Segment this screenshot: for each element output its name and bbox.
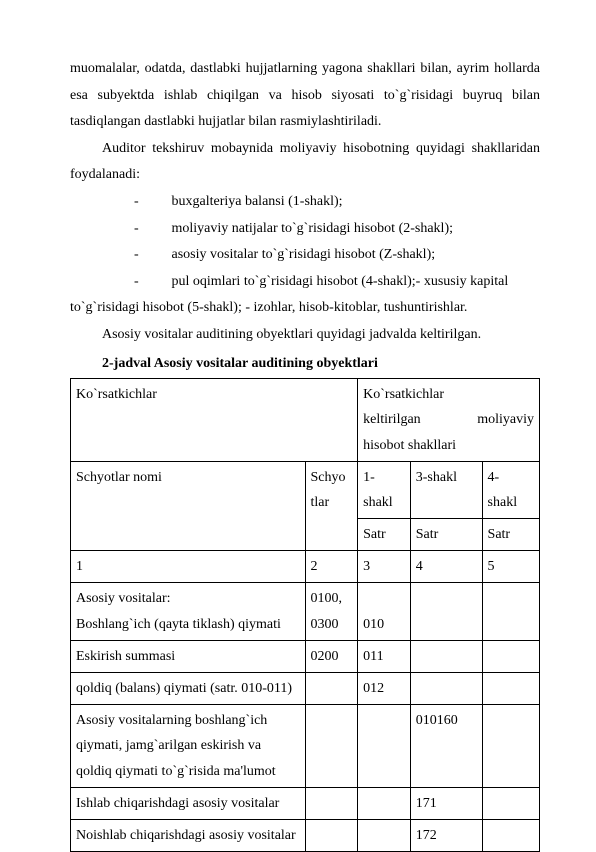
- r6-shakl4: [482, 819, 539, 851]
- num-4: 4: [410, 551, 482, 583]
- th-4a: 4-: [488, 470, 500, 485]
- r4-shakl1: [358, 705, 411, 788]
- r1-name-2: Boshlang`ich (qayta tiklash) qiymati: [76, 617, 281, 632]
- table-row-6: Noishlab chiqarishdagi asosiy vositalar …: [71, 819, 540, 851]
- paragraph-1: muomalalar, odatda, dastlabki hujjatlarn…: [70, 56, 540, 136]
- r1-c1a: 0100,: [311, 591, 343, 606]
- main-table: Ko`rsatkichlar Ko`rsatkichlar keltirilga…: [70, 378, 540, 852]
- table-header-row-2: Schyotlar nomi Schyo tlar 1- shakl 3-sha…: [71, 461, 540, 518]
- table-row-4: Asosiy vositalarning boshlang`ich qiymat…: [71, 705, 540, 788]
- paragraph-3: Asosiy vositalar auditining obyektlari q…: [70, 322, 540, 349]
- paragraph-2: Auditor tekshiruv mobaynida moliyaviy hi…: [70, 136, 540, 189]
- r5-shakl4: [482, 787, 539, 819]
- r3-schyot: [305, 673, 358, 705]
- dash-icon: -: [134, 189, 168, 216]
- bullet-3-text: asosiy vositalar to`g`risidagi hisobot (…: [172, 247, 436, 262]
- r1-shakl3: [410, 583, 482, 640]
- r5-schyot: [305, 787, 358, 819]
- r2-shakl1: 011: [358, 640, 411, 672]
- th-schyo-1: Schyo: [311, 470, 346, 485]
- r3-shakl1: 012: [358, 673, 411, 705]
- th-sh-d: hisobot shakllari: [363, 438, 456, 453]
- bullet-2-text: moliyaviy natijalar to`g`risidagi hisobo…: [172, 221, 454, 236]
- dash-icon: -: [134, 242, 168, 269]
- r6-shakl1: [358, 819, 411, 851]
- th-schyotlar-nomi: Schyotlar nomi: [71, 461, 306, 551]
- table-title: 2-jadval Asosiy vositalar auditining oby…: [70, 351, 540, 378]
- th-1a: 1-: [363, 470, 375, 485]
- r5-shakl3: 171: [410, 787, 482, 819]
- bullet-3: - asosiy vositalar to`g`risidagi hisobot…: [70, 242, 540, 269]
- th-4shakl: 4- shakl: [482, 461, 539, 518]
- num-2: 2: [305, 551, 358, 583]
- th-shakllari: Ko`rsatkichlar keltirilgan moliyaviy his…: [358, 379, 540, 462]
- table-row-5: Ishlab chiqarishdagi asosiy vositalar 17…: [71, 787, 540, 819]
- table-num-row: 1 2 3 4 5: [71, 551, 540, 583]
- bullet-1-text: buxgalteriya balansi (1-shakl);: [172, 194, 343, 209]
- r4-l3: qoldiq qiymati to`g`risida ma'lumot: [76, 764, 276, 779]
- th-3shakl: 3-shakl: [410, 461, 482, 518]
- dash-icon: -: [134, 216, 168, 243]
- num-1: 1: [71, 551, 306, 583]
- dash-icon: -: [134, 269, 168, 296]
- th-satr-3: Satr: [410, 519, 482, 551]
- r3-shakl4: [482, 673, 539, 705]
- th-sh-b: keltirilgan: [363, 407, 421, 432]
- r6-schyot: [305, 819, 358, 851]
- r4-shakl4: [482, 705, 539, 788]
- r4-name: Asosiy vositalarning boshlang`ich qiymat…: [71, 705, 306, 788]
- num-5: 5: [482, 551, 539, 583]
- num-3: 3: [358, 551, 411, 583]
- r1-name: Asosiy vositalar: Boshlang`ich (qayta ti…: [71, 583, 306, 640]
- r6-shakl3: 172: [410, 819, 482, 851]
- r1-shakl1: 010: [358, 583, 411, 640]
- table-row-1: Asosiy vositalar: Boshlang`ich (qayta ti…: [71, 583, 540, 640]
- table-row-2: Eskirish summasi 0200 011: [71, 640, 540, 672]
- th-schyotlar: Schyo tlar: [305, 461, 358, 551]
- r1-name-1: Asosiy vositalar:: [76, 591, 171, 606]
- r1-schyot: 0100, 0300: [305, 583, 358, 640]
- bullet-2: - moliyaviy natijalar to`g`risidagi hiso…: [70, 216, 540, 243]
- r4-l2: qiymati, jamg`arilgan eskirish va: [76, 738, 261, 753]
- r2-schyot: 0200: [305, 640, 358, 672]
- table-header-row-1: Ko`rsatkichlar Ko`rsatkichlar keltirilga…: [71, 379, 540, 462]
- r4-shakl3: 010160: [410, 705, 482, 788]
- r3-name: qoldiq (balans) qiymati (satr. 010-011): [71, 673, 306, 705]
- bullet-4-line1: - pul oqimlari to`g`risidagi hisobot (4-…: [70, 269, 540, 296]
- th-4b: shakl: [488, 495, 518, 510]
- r1-c1b: 0300: [311, 617, 339, 632]
- r2-name: Eskirish summasi: [71, 640, 306, 672]
- r5-name: Ishlab chiqarishdagi asosiy vositalar: [71, 787, 306, 819]
- th-sh-c: moliyaviy: [477, 407, 534, 432]
- r6-name: Noishlab chiqarishdagi asosiy vositalar: [71, 819, 306, 851]
- th-schyo-2: tlar: [311, 495, 330, 510]
- table-row-3: qoldiq (balans) qiymati (satr. 010-011) …: [71, 673, 540, 705]
- th-korsatkichlar: Ko`rsatkichlar: [71, 379, 358, 462]
- th-satr-1: Satr: [358, 519, 411, 551]
- th-1shakl: 1- shakl: [358, 461, 411, 518]
- r2-shakl3: [410, 640, 482, 672]
- bullet-4-line2: to`g`risidagi hisobot (5-shakl); - izohl…: [70, 295, 540, 322]
- r4-schyot: [305, 705, 358, 788]
- bullet-1: - buxgalteriya balansi (1-shakl);: [70, 189, 540, 216]
- r4-l1: Asosiy vositalarning boshlang`ich: [76, 713, 267, 728]
- th-sh-a: Ko`rsatkichlar: [363, 387, 444, 402]
- r3-shakl3: [410, 673, 482, 705]
- r5-shakl1: [358, 787, 411, 819]
- th-satr-4: Satr: [482, 519, 539, 551]
- r2-shakl4: [482, 640, 539, 672]
- th-1b: shakl: [363, 495, 393, 510]
- r1-shakl4: [482, 583, 539, 640]
- bullet-4-text-a: pul oqimlari to`g`risidagi hisobot (4-sh…: [172, 274, 509, 289]
